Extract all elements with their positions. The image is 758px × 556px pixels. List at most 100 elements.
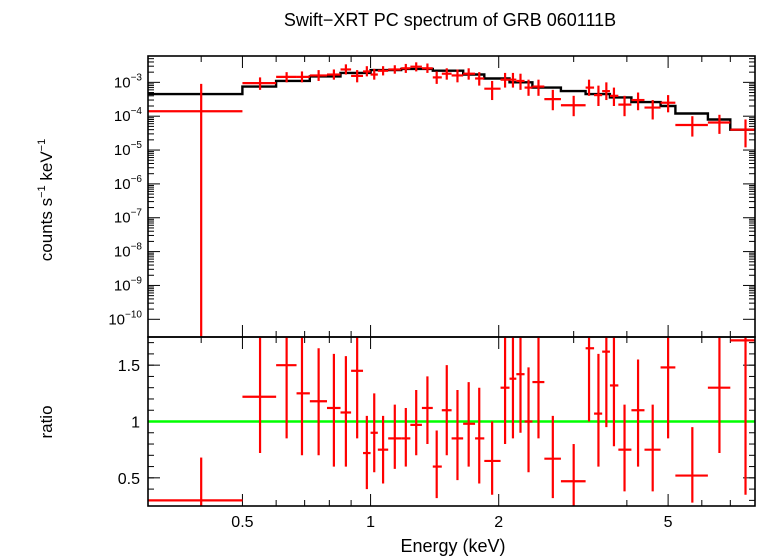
spectrum-data-point xyxy=(516,73,525,90)
ratio-data-point xyxy=(441,365,452,456)
ratio-data-point xyxy=(516,337,525,433)
ratio-panel: 0.5 1 1.5 0.5 1 2 5 xyxy=(118,336,756,531)
spectrum-data-point xyxy=(370,68,378,80)
spectrum-data-point xyxy=(475,72,485,86)
ratio-data-point xyxy=(326,353,341,467)
ratio-data-point xyxy=(484,421,501,495)
upper-y-tick-label: 10−4 xyxy=(114,106,143,125)
lower-y-tick-label: 1 xyxy=(131,415,140,432)
ratio-data-point xyxy=(532,337,545,439)
spectrum-data-point xyxy=(585,79,595,96)
upper-plot-frame xyxy=(147,55,756,338)
ratio-data-point xyxy=(560,444,586,506)
ratio-data-point xyxy=(585,337,595,422)
spectrum-data-point xyxy=(326,69,341,80)
spectrum-data-point xyxy=(618,95,632,117)
upper-y-tick-label: 10−10 xyxy=(108,309,142,328)
spectrum-data-point xyxy=(296,71,310,83)
spectrum-data-point xyxy=(544,89,561,111)
x-tick-label: 2 xyxy=(494,514,503,531)
upper-y-tick-label: 10−7 xyxy=(114,208,143,227)
upper-y-tick-label: 10−8 xyxy=(114,242,143,261)
ratio-data-point xyxy=(401,407,411,467)
ratio-data-point xyxy=(660,337,676,439)
spectrum-data-point xyxy=(532,79,545,96)
ratio-data-point xyxy=(509,337,517,439)
ratio-data-point xyxy=(148,457,243,506)
x-tick-label: 5 xyxy=(664,514,673,531)
ratio-data-point xyxy=(451,389,464,481)
ratio-data-point xyxy=(340,356,352,467)
upper-y-tick-label: 10−3 xyxy=(114,72,143,91)
spectrum-data-point xyxy=(484,80,501,101)
spectrum-panel: 10−3 10−4 10−5 10−6 10−7 10−8 10−9 10−10 xyxy=(108,55,756,338)
ratio-data-point xyxy=(377,415,389,484)
ratio-data-point xyxy=(500,337,510,445)
spectrum-data-point xyxy=(309,70,327,81)
spectrum-data-point xyxy=(500,72,510,88)
ratio-data-point xyxy=(609,337,619,447)
spectrum-data-point xyxy=(351,70,364,83)
spectrum-data-point xyxy=(363,66,371,77)
spectrum-data-point xyxy=(148,83,243,337)
spectrum-data-point xyxy=(609,87,619,107)
ratio-data-point xyxy=(594,353,603,467)
spectrum-data-point xyxy=(707,114,731,134)
ratio-data-point xyxy=(388,404,402,469)
spectrum-data-point xyxy=(524,79,533,96)
lower-y-axis-label: ratio xyxy=(37,405,56,438)
ratio-data-point xyxy=(296,337,310,456)
spectrum-data-point xyxy=(594,85,603,107)
spectrum-data-point xyxy=(509,72,517,88)
ratio-data-point xyxy=(618,404,632,492)
upper-y-axis-label: counts s−1 keV−1 xyxy=(36,139,56,261)
ratio-data-point xyxy=(602,337,610,428)
upper-y-tick-label: 10−5 xyxy=(114,140,143,159)
model-step-line xyxy=(148,67,755,131)
spectrum-data-point xyxy=(432,71,442,84)
ratio-data-point xyxy=(524,367,533,473)
spectrum-data-point xyxy=(660,95,676,113)
spectrum-data-point xyxy=(451,69,464,83)
ratio-data-point xyxy=(309,348,327,456)
spectrum-data-point xyxy=(730,119,755,148)
spectrum-data-point xyxy=(675,116,708,137)
ratio-data-point xyxy=(363,415,371,490)
spectrum-data-point xyxy=(340,64,352,75)
spectrum-data-point xyxy=(388,65,402,74)
spectrum-data-point xyxy=(463,68,476,80)
ratio-data-point xyxy=(432,430,442,499)
lower-y-tick-label: 1.5 xyxy=(118,358,140,375)
upper-y-tick-label: 10−6 xyxy=(114,174,143,193)
ratio-data-point xyxy=(707,337,731,454)
x-tick-label: 1 xyxy=(366,514,375,531)
spectrum-data-point xyxy=(401,63,411,73)
spectrum-data-point xyxy=(242,77,277,90)
ratio-data-point xyxy=(675,427,708,503)
chart-title: Swift−XRT PC spectrum of GRB 060111B xyxy=(284,10,616,30)
spectrum-data-point xyxy=(421,63,433,73)
spectrum-data-point xyxy=(560,95,586,117)
spectrum-data-point xyxy=(644,100,661,120)
spectrum-data-point xyxy=(631,92,645,111)
ratio-data-point xyxy=(463,382,476,467)
spectrum-data-point xyxy=(276,72,297,83)
upper-y-tick-label: 10−9 xyxy=(114,275,143,294)
lower-y-tick-label: 0.5 xyxy=(118,471,140,488)
ratio-data-point xyxy=(351,337,364,439)
ratio-data-point xyxy=(475,387,485,484)
ratio-data-point xyxy=(421,376,433,445)
ratio-data-point xyxy=(242,337,277,454)
spectrum-data-point xyxy=(377,66,389,76)
ratio-data-point xyxy=(730,337,755,495)
ratio-data-point xyxy=(644,404,661,492)
ratio-data-point xyxy=(631,359,645,467)
ratio-data-point xyxy=(410,389,422,456)
x-axis-label: Energy (keV) xyxy=(400,536,505,556)
ratio-data-point xyxy=(276,337,297,439)
spectrum-data-point xyxy=(410,62,422,72)
spectrum-data-point xyxy=(441,68,452,80)
ratio-data-point xyxy=(544,415,561,499)
spectrum-data-point xyxy=(602,82,610,101)
